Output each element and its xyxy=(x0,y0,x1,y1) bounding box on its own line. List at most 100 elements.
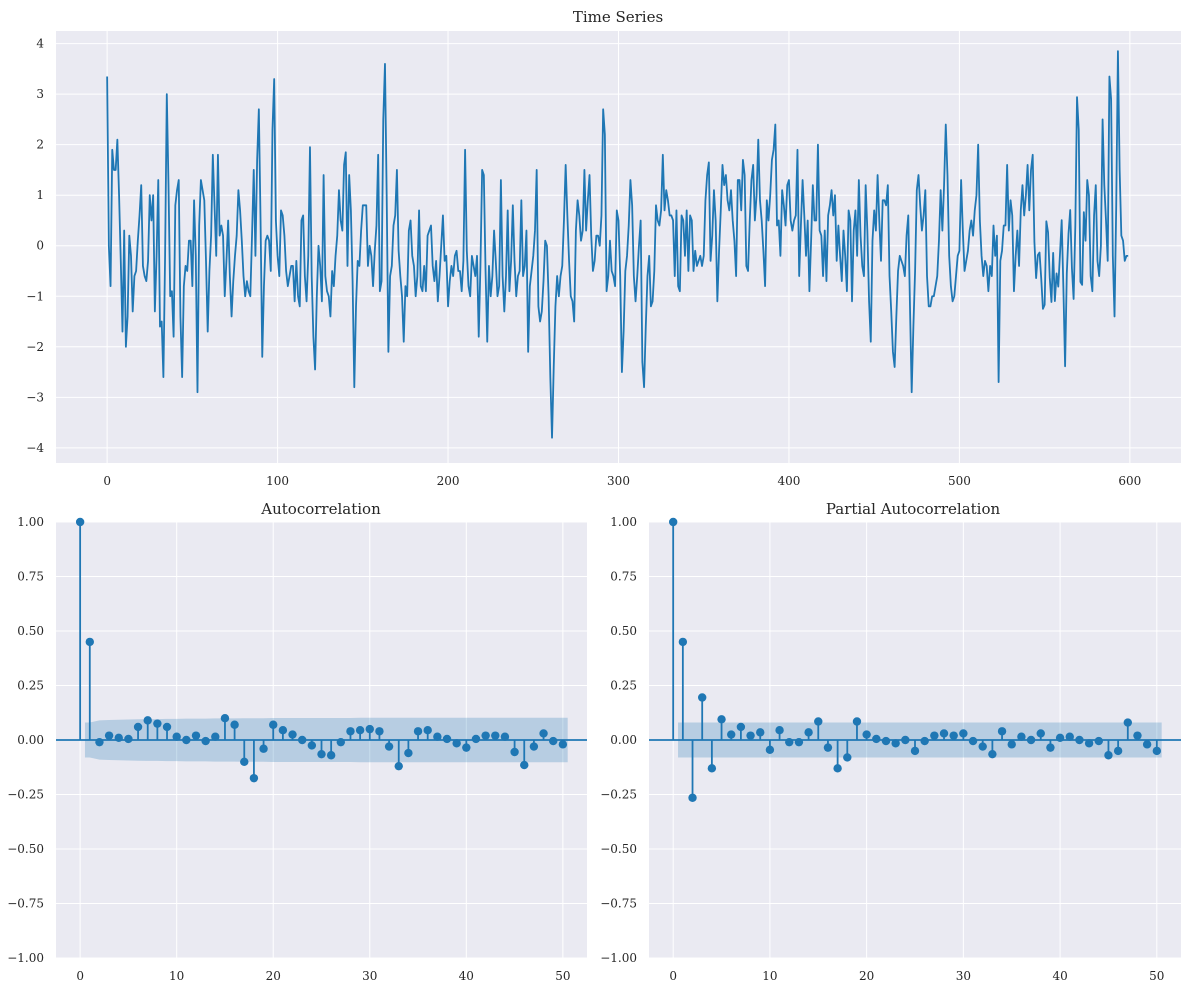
time-series-grid xyxy=(56,31,1181,463)
acf-marker xyxy=(95,737,104,747)
acf-marker xyxy=(153,719,162,728)
acf-y-tick-label: 0.25 xyxy=(17,679,44,693)
pacf-marker xyxy=(823,743,833,752)
pacf-marker xyxy=(1084,739,1094,748)
pacf-stems xyxy=(668,517,1162,802)
acf-marker xyxy=(259,744,268,753)
pacf-marker xyxy=(910,746,920,756)
acf-y-tick-label: −0.75 xyxy=(7,897,44,911)
pacf-marker xyxy=(1142,740,1152,749)
pacf-marker xyxy=(688,793,697,802)
time-series-y-tick-label: −3 xyxy=(26,390,44,404)
pacf-marker xyxy=(707,764,717,773)
pacf-marker xyxy=(1007,740,1016,749)
acf-marker xyxy=(336,737,346,747)
pacf-marker xyxy=(1113,746,1123,756)
acf-x-tick-label: 30 xyxy=(362,969,377,983)
pacf-marker xyxy=(891,739,900,748)
acf-marker xyxy=(75,517,85,527)
acf-marker xyxy=(317,749,326,759)
acf-marker xyxy=(326,751,336,760)
pacf-title: Partial Autocorrelation xyxy=(826,500,1001,518)
acf-marker xyxy=(104,731,114,740)
time-series-x-tick-label: 600 xyxy=(1118,474,1141,488)
time-series-tick-labels: 0 100 200 300 400 500 600 4 3 2 1 0 −1 −2 −3 −4 xyxy=(26,37,1141,488)
acf-marker xyxy=(471,734,481,744)
pacf-marker xyxy=(949,731,958,740)
time-series-y-tick-label: 1 xyxy=(36,188,44,202)
acf-marker xyxy=(114,733,123,743)
pacf-marker xyxy=(1152,746,1162,756)
pacf-marker xyxy=(746,731,755,740)
pacf-marker xyxy=(959,729,968,738)
acf-marker xyxy=(162,722,172,732)
pacf-marker xyxy=(881,736,891,746)
acf-y-tick-label: 0.50 xyxy=(17,624,44,638)
pacf-marker xyxy=(727,730,736,739)
pacf-marker xyxy=(1017,732,1026,741)
acf-marker xyxy=(433,732,442,741)
acf-panel: 0 10 20 30 40 50 1.00 0.75 0.50 0.25 0.00 −0.25 −0.5… xyxy=(7,500,587,983)
acf-marker xyxy=(307,741,317,750)
acf-marker xyxy=(413,727,423,736)
acf-marker xyxy=(85,637,94,647)
pacf-marker xyxy=(978,742,987,751)
time-series-x-tick-label: 500 xyxy=(948,474,971,488)
pacf-marker xyxy=(678,637,688,647)
time-series-y-tick-label: −1 xyxy=(26,289,44,303)
acf-marker xyxy=(278,725,288,735)
time-series-y-tick-label: 4 xyxy=(36,37,44,51)
acf-marker xyxy=(269,720,278,729)
pacf-y-tick-label: −0.75 xyxy=(600,897,637,911)
acf-marker xyxy=(220,714,230,723)
pacf-marker xyxy=(785,737,794,747)
time-series-x-tick-label: 400 xyxy=(778,474,801,488)
pacf-marker xyxy=(1104,751,1113,760)
acf-marker xyxy=(442,734,452,744)
time-series-y-tick-label: −2 xyxy=(26,340,44,354)
pacf-x-tick-label: 30 xyxy=(956,969,971,983)
acf-marker xyxy=(346,727,355,736)
pacf-marker xyxy=(794,737,804,747)
pacf-marker xyxy=(920,736,929,746)
pacf-marker xyxy=(901,735,910,745)
acf-marker xyxy=(558,740,568,749)
acf-marker xyxy=(124,734,133,744)
time-series-x-tick-label: 200 xyxy=(437,474,460,488)
time-series-title: Time Series xyxy=(573,8,663,26)
acf-marker xyxy=(481,731,490,740)
pacf-marker xyxy=(930,731,939,740)
acf-marker xyxy=(143,716,152,725)
acf-marker xyxy=(201,736,210,746)
pacf-marker xyxy=(939,729,949,738)
acf-marker xyxy=(133,722,143,732)
pacf-marker xyxy=(968,736,978,746)
time-series-line xyxy=(106,50,1129,439)
time-series-y-tick-label: 0 xyxy=(36,239,44,253)
pacf-marker xyxy=(997,727,1007,736)
pacf-tick-labels: 0 10 20 30 40 50 1.00 0.75 0.50 0.25 0.00 −0.25 −0.5… xyxy=(600,515,1164,983)
acf-stems xyxy=(75,517,568,783)
acf-marker xyxy=(549,736,558,746)
acf-x-tick-label: 0 xyxy=(76,969,84,983)
acf-marker xyxy=(452,739,461,748)
pacf-marker xyxy=(1046,743,1055,752)
pacf-y-tick-label: 0.25 xyxy=(610,679,637,693)
pacf-y-tick-label: 0.00 xyxy=(610,733,637,747)
acf-marker xyxy=(211,732,220,741)
pacf-marker xyxy=(843,753,852,762)
acf-y-tick-label: −0.50 xyxy=(7,842,44,856)
time-series-y-tick-label: 3 xyxy=(36,87,44,101)
pacf-x-tick-label: 50 xyxy=(1149,969,1164,983)
acf-y-tick-label: 0.75 xyxy=(17,570,44,584)
acf-title: Autocorrelation xyxy=(260,500,381,518)
acf-marker xyxy=(172,732,181,741)
pacf-marker xyxy=(1055,733,1065,743)
pacf-marker xyxy=(698,693,707,702)
acf-marker xyxy=(288,730,297,739)
pacf-x-tick-label: 0 xyxy=(669,969,677,983)
time-series-y-tick-label: −4 xyxy=(26,441,44,455)
pacf-marker xyxy=(717,715,726,724)
acf-x-tick-label: 40 xyxy=(459,969,474,983)
pacf-y-tick-label: −0.25 xyxy=(600,788,637,802)
